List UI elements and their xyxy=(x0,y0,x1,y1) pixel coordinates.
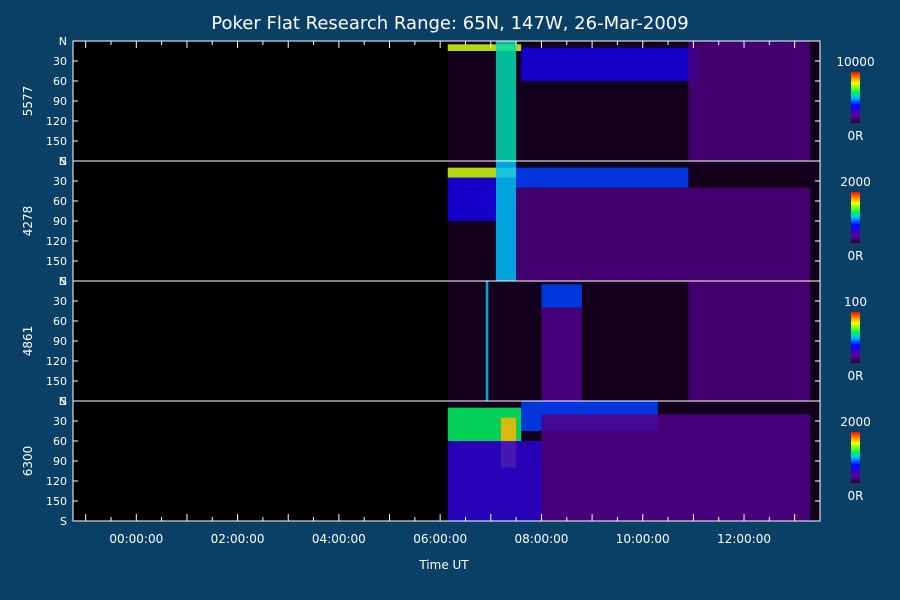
channel-label: 6300 xyxy=(21,446,35,477)
x-tick-label: 12:00:00 xyxy=(717,532,771,546)
colorbar-max-label: 2000 xyxy=(840,415,871,429)
y-tick-label: 150 xyxy=(46,495,67,508)
y-tick-label: 60 xyxy=(53,315,67,328)
y-tick-label: 60 xyxy=(53,435,67,448)
colorbar xyxy=(851,192,860,243)
y-tick-label: N xyxy=(59,155,67,168)
emission-feature xyxy=(688,281,810,401)
y-tick-label: S xyxy=(60,515,67,528)
emission-feature xyxy=(495,41,517,161)
x-axis-label: Time UT xyxy=(418,558,469,572)
colorbar xyxy=(851,72,860,123)
chart-title: Poker Flat Research Range: 65N, 147W, 26… xyxy=(211,13,688,34)
x-tick-label: 00:00:00 xyxy=(109,532,163,546)
emission-feature xyxy=(495,161,517,281)
x-tick-label: 10:00:00 xyxy=(616,532,670,546)
panel-4861: N 30 60 90 120 150 S 4861 100 0R xyxy=(21,275,867,408)
y-tick-label: 150 xyxy=(46,135,67,148)
emission-feature xyxy=(521,47,699,81)
channel-label: 5577 xyxy=(21,86,35,117)
colorbar-max-label: 2000 xyxy=(840,175,871,189)
panel-6300: N 30 60 90 120 150 S 6300 2000 0R xyxy=(21,395,871,528)
y-tick-label: 30 xyxy=(53,55,67,68)
panel-4278: N 30 60 90 120 150 S 4278 2000 0R xyxy=(21,155,871,288)
colorbar-min-label: 0R xyxy=(848,129,864,143)
y-tick-label: 120 xyxy=(46,115,67,128)
emission-feature xyxy=(541,307,582,401)
emission-feature xyxy=(541,414,810,521)
y-tick-label: 90 xyxy=(53,95,67,108)
y-tick-label: 30 xyxy=(53,175,67,188)
x-tick-label: 04:00:00 xyxy=(312,532,366,546)
y-tick-label: N xyxy=(59,395,67,408)
y-tick-label: S xyxy=(60,275,67,288)
y-tick-label: 120 xyxy=(46,355,67,368)
y-tick-label: 90 xyxy=(53,215,67,228)
colorbar-min-label: 0R xyxy=(848,489,864,503)
emission-feature xyxy=(688,41,810,161)
colorbar xyxy=(851,432,860,483)
y-tick-label: 150 xyxy=(46,255,67,268)
y-tick-label: 90 xyxy=(53,335,67,348)
y-tick-label: 60 xyxy=(53,75,67,88)
panels: N 30 60 90 120 150 S 5577 10000 0R N 30 60 90 120 150 S 4… xyxy=(21,35,875,528)
emission-feature xyxy=(447,44,522,51)
y-tick-label: 60 xyxy=(53,195,67,208)
y-tick-label: 150 xyxy=(46,375,67,388)
panel-5577: N 30 60 90 120 150 S 5577 10000 0R xyxy=(21,35,875,168)
colorbar-min-label: 0R xyxy=(848,369,864,383)
channel-label: 4861 xyxy=(21,326,35,357)
y-tick-label: S xyxy=(60,155,67,168)
y-tick-label: 90 xyxy=(53,455,67,468)
colorbar-max-label: 10000 xyxy=(836,55,874,69)
emission-feature xyxy=(447,167,517,178)
x-tick-label: 08:00:00 xyxy=(515,532,569,546)
y-tick-label: N xyxy=(59,275,67,288)
channel-label: 4278 xyxy=(21,206,35,237)
emission-feature xyxy=(485,281,489,401)
emission-feature xyxy=(447,177,496,221)
colorbar-min-label: 0R xyxy=(848,249,864,263)
y-tick-label: 120 xyxy=(46,475,67,488)
emission-feature xyxy=(516,167,689,188)
x-tick-label: 02:00:00 xyxy=(211,532,265,546)
emission-feature xyxy=(541,284,582,308)
y-tick-label: S xyxy=(60,395,67,408)
x-tick-label: 06:00:00 xyxy=(413,532,467,546)
x-axis: 00:00:00 02:00:00 04:00:00 06:00:00 08:00:00… xyxy=(85,41,796,546)
y-tick-label: 30 xyxy=(53,415,67,428)
emission-feature xyxy=(516,187,810,281)
y-tick-label: N xyxy=(59,35,67,48)
colorbar xyxy=(851,312,860,363)
y-tick-label: 30 xyxy=(53,295,67,308)
emission-feature xyxy=(447,441,542,521)
colorbar-max-label: 100 xyxy=(844,295,867,309)
y-tick-label: 120 xyxy=(46,235,67,248)
